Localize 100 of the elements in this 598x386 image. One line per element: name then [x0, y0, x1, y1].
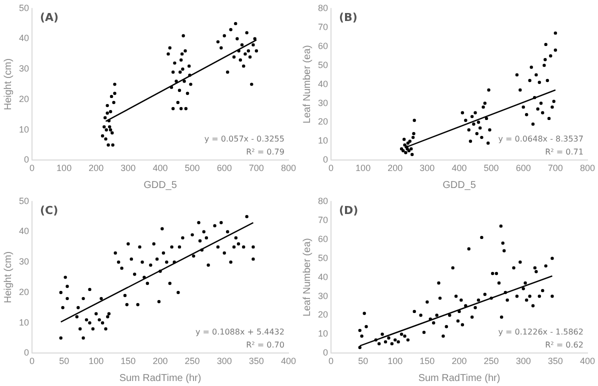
- point: [166, 52, 170, 56]
- point: [182, 34, 185, 38]
- x-tick-label: 200: [88, 163, 104, 174]
- x-tick-label: 400: [580, 356, 596, 366]
- point: [246, 49, 250, 53]
- x-tick-label: 250: [184, 356, 200, 366]
- point: [254, 49, 258, 53]
- point: [487, 88, 490, 92]
- point: [168, 46, 172, 50]
- y-tick-label: 0: [322, 154, 328, 165]
- point: [515, 73, 519, 76]
- point: [232, 55, 236, 59]
- point: [188, 74, 192, 77]
- point: [544, 42, 548, 46]
- point: [110, 94, 114, 98]
- y-tick-label: 50: [318, 252, 328, 263]
- point: [530, 66, 533, 69]
- point: [544, 58, 547, 62]
- x-axis-title: GDD_5: [442, 180, 476, 191]
- annotation: R² = 0.62: [545, 340, 584, 350]
- x-tick-label: 800: [280, 163, 296, 174]
- y-tick-label: 0: [24, 154, 30, 165]
- y-tick-label: 60: [318, 40, 328, 51]
- x-tick-label: 400: [452, 163, 467, 174]
- x-tick-label: 150: [120, 356, 136, 366]
- point: [106, 104, 109, 108]
- y-axis-title: Height (cm): [2, 251, 14, 304]
- point: [554, 48, 558, 52]
- point: [549, 54, 552, 58]
- point: [104, 137, 108, 141]
- point: [404, 151, 408, 154]
- point: [236, 37, 239, 40]
- x-tick-label: 250: [484, 356, 499, 366]
- point: [518, 88, 522, 92]
- point: [411, 136, 415, 140]
- point: [541, 111, 544, 114]
- y-tick-label: 30: [318, 290, 328, 301]
- point: [476, 120, 480, 124]
- point: [108, 110, 112, 114]
- point: [188, 64, 191, 68]
- x-tick-label: 700: [248, 163, 264, 174]
- point: [184, 49, 187, 53]
- point: [484, 116, 488, 120]
- annotation: R² = 0.70: [246, 340, 284, 350]
- point: [547, 116, 551, 120]
- y-tick-label: 10: [18, 317, 30, 328]
- point: [531, 122, 535, 126]
- point: [106, 112, 109, 115]
- x-tick-label: 50: [59, 356, 70, 366]
- chart-title: (D): [339, 204, 358, 217]
- point: [250, 82, 254, 86]
- annotation: y = 0.1226x - 1.5862: [498, 327, 584, 336]
- point: [178, 88, 182, 92]
- point: [483, 102, 486, 105]
- x-tick-label: 400: [152, 163, 168, 174]
- point: [539, 102, 543, 105]
- x-tick-label: 500: [484, 163, 499, 174]
- annotation: y = 0.057x - 0.3255: [204, 134, 284, 144]
- point: [486, 142, 490, 145]
- point: [478, 126, 482, 130]
- x-tick-label: 600: [216, 163, 232, 174]
- y-tick-label: 10: [318, 328, 328, 339]
- y-tick-label: 40: [318, 78, 328, 89]
- chart-title: (B): [339, 10, 358, 24]
- point: [546, 78, 550, 82]
- point: [229, 28, 232, 32]
- point: [242, 64, 246, 68]
- point: [112, 100, 116, 104]
- x-tick-label: 100: [356, 163, 371, 174]
- point: [104, 128, 108, 132]
- point: [226, 70, 230, 74]
- point: [220, 46, 223, 50]
- y-axis-title: Height (cm): [2, 58, 14, 110]
- point: [472, 122, 476, 126]
- x-axis-title: Sum RadTime (hr): [119, 372, 202, 384]
- y-axis-title: Leaf Number (ea): [302, 45, 313, 124]
- point: [253, 37, 256, 40]
- x-tick-label: 300: [120, 163, 136, 174]
- point: [173, 61, 176, 65]
- x-tick-label: 350: [548, 356, 563, 366]
- point: [534, 73, 538, 76]
- point: [522, 105, 525, 109]
- point: [104, 116, 107, 120]
- point: [474, 111, 477, 114]
- y-tick-label: 20: [318, 116, 328, 127]
- point: [464, 118, 468, 122]
- x-tick-label: 100: [56, 163, 72, 174]
- point: [460, 111, 464, 114]
- y-tick-label: 80: [318, 196, 328, 206]
- x-tick-label: 200: [452, 356, 467, 366]
- point: [245, 31, 248, 34]
- point: [108, 125, 112, 128]
- chart-title: (C): [40, 204, 58, 217]
- point: [234, 22, 238, 26]
- point: [524, 113, 528, 116]
- x-tick-label: 400: [280, 356, 296, 366]
- y-tick-label: 10: [318, 136, 328, 146]
- point: [174, 80, 178, 83]
- point: [412, 132, 416, 136]
- annotation: R² = 0.79: [246, 147, 284, 156]
